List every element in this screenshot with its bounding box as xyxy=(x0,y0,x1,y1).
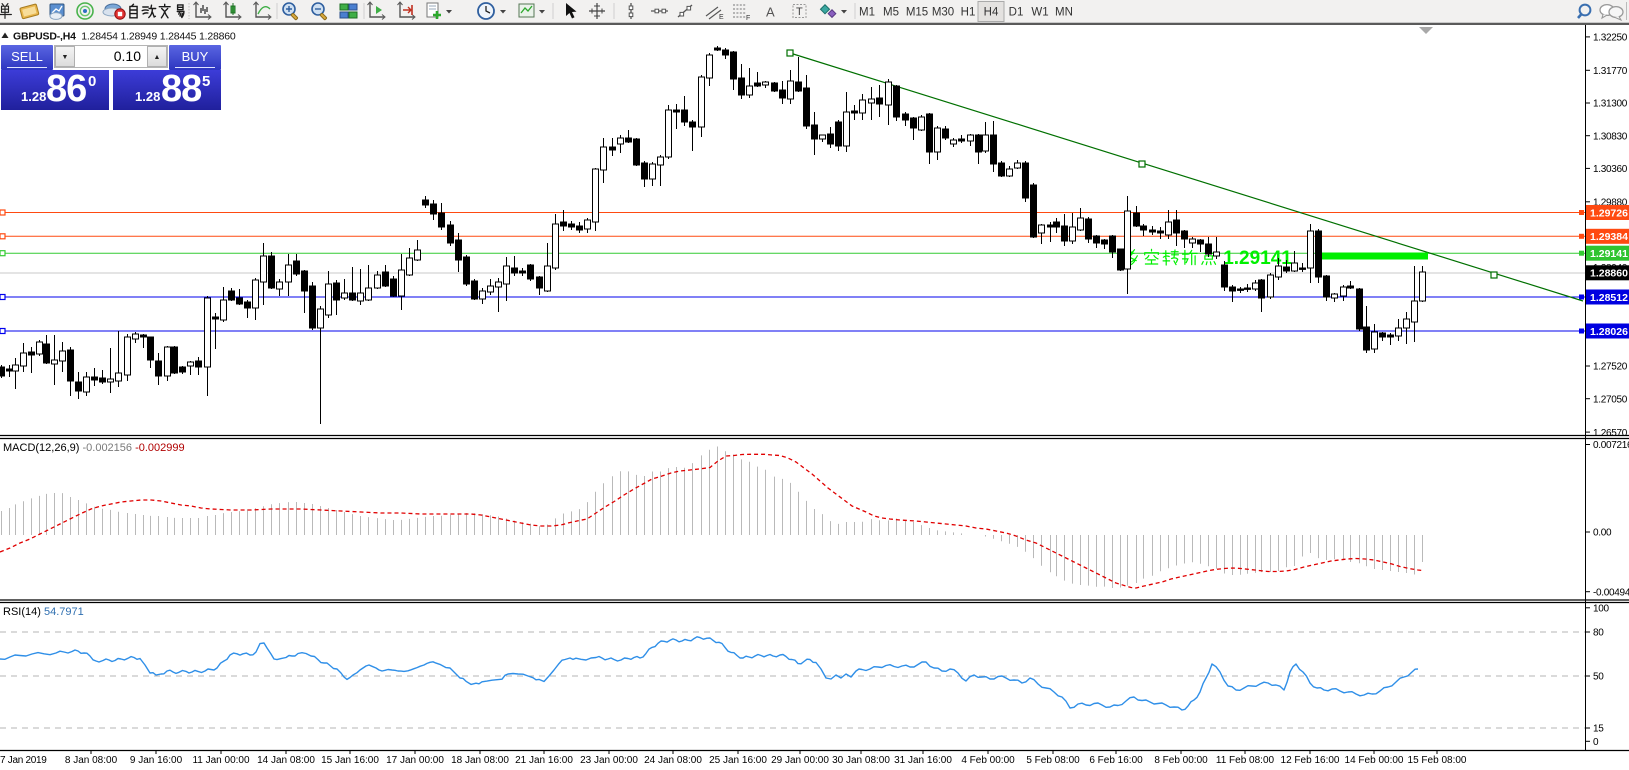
svg-text:1.28026: 1.28026 xyxy=(1590,326,1628,338)
svg-text:RSI(14) 54.7971: RSI(14) 54.7971 xyxy=(3,606,84,618)
svg-text:14 Feb 00:00: 14 Feb 00:00 xyxy=(1345,755,1404,766)
svg-text:29 Jan 00:00: 29 Jan 00:00 xyxy=(771,755,829,766)
svg-text:50: 50 xyxy=(1593,672,1604,683)
svg-text:1.28512: 1.28512 xyxy=(1590,292,1628,304)
svg-text:11 Jan 00:00: 11 Jan 00:00 xyxy=(192,755,250,766)
svg-text:M30: M30 xyxy=(932,7,954,19)
svg-text:9 Jan 16:00: 9 Jan 16:00 xyxy=(130,755,183,766)
svg-text:15: 15 xyxy=(1593,724,1604,735)
svg-text:1.27050: 1.27050 xyxy=(1593,394,1628,405)
svg-text:1.29141: 1.29141 xyxy=(1223,248,1292,269)
svg-text:100: 100 xyxy=(1593,604,1610,615)
svg-text:0.00: 0.00 xyxy=(1593,528,1612,539)
svg-text:4 Feb 00:00: 4 Feb 00:00 xyxy=(961,755,1015,766)
svg-text:18 Jan 08:00: 18 Jan 08:00 xyxy=(451,755,509,766)
svg-text:8 Jan 08:00: 8 Jan 08:00 xyxy=(65,755,118,766)
svg-text:1.29141: 1.29141 xyxy=(1590,248,1628,260)
svg-text:31 Jan 16:00: 31 Jan 16:00 xyxy=(894,755,952,766)
svg-text:T: T xyxy=(796,6,803,18)
svg-text:GBPUSD-,H4 1.28454 1.28949 1.: GBPUSD-,H4 1.28454 1.28949 1.28445 1.288… xyxy=(13,31,236,43)
svg-text:MN: MN xyxy=(1055,7,1073,19)
svg-text:M5: M5 xyxy=(883,7,899,19)
svg-text:5 Feb 08:00: 5 Feb 08:00 xyxy=(1026,755,1080,766)
svg-text:M15: M15 xyxy=(906,7,928,19)
svg-text:14 Jan 08:00: 14 Jan 08:00 xyxy=(257,755,315,766)
svg-text:A: A xyxy=(766,5,775,20)
svg-text:1.26570: 1.26570 xyxy=(1593,428,1628,439)
svg-text:1.31300: 1.31300 xyxy=(1593,99,1628,110)
svg-text:H1: H1 xyxy=(961,7,976,19)
svg-text:80: 80 xyxy=(1593,628,1604,639)
svg-text:E: E xyxy=(719,14,724,21)
svg-text:F: F xyxy=(746,15,750,22)
svg-text:-0.004943: -0.004943 xyxy=(1593,587,1629,598)
svg-text:12 Feb 16:00: 12 Feb 16:00 xyxy=(1281,755,1340,766)
svg-text:17 Jan 00:00: 17 Jan 00:00 xyxy=(386,755,444,766)
svg-text:1.28860: 1.28860 xyxy=(1590,268,1628,280)
svg-text:6 Feb 16:00: 6 Feb 16:00 xyxy=(1089,755,1143,766)
svg-text:8 Feb 00:00: 8 Feb 00:00 xyxy=(1154,755,1208,766)
svg-text:W1: W1 xyxy=(1031,7,1048,19)
svg-text:15 Jan 16:00: 15 Jan 16:00 xyxy=(321,755,379,766)
svg-text:25 Jan 16:00: 25 Jan 16:00 xyxy=(709,755,767,766)
svg-text:23 Jan 00:00: 23 Jan 00:00 xyxy=(580,755,638,766)
svg-text:1.30360: 1.30360 xyxy=(1593,164,1628,175)
svg-text:11 Feb 08:00: 11 Feb 08:00 xyxy=(1216,755,1275,766)
svg-text:1.29880: 1.29880 xyxy=(1593,198,1628,209)
svg-text:H4: H4 xyxy=(984,7,999,19)
svg-text:1.29384: 1.29384 xyxy=(1590,231,1628,243)
svg-text:1.30830: 1.30830 xyxy=(1593,131,1628,142)
svg-text:D1: D1 xyxy=(1009,7,1024,19)
svg-text:15 Feb 08:00: 15 Feb 08:00 xyxy=(1408,755,1467,766)
svg-text:21 Jan 16:00: 21 Jan 16:00 xyxy=(515,755,573,766)
svg-text:24 Jan 08:00: 24 Jan 08:00 xyxy=(644,755,702,766)
svg-text:1.27520: 1.27520 xyxy=(1593,362,1628,373)
svg-text:1.29726: 1.29726 xyxy=(1590,207,1628,219)
svg-text:0: 0 xyxy=(1593,737,1599,748)
svg-text:7 Jan 2019: 7 Jan 2019 xyxy=(0,755,47,766)
svg-text:M1: M1 xyxy=(859,7,875,19)
svg-text:1.32250: 1.32250 xyxy=(1593,33,1628,44)
svg-text:MACD(12,26,9) -0.002156 -0.002: MACD(12,26,9) -0.002156 -0.002999 xyxy=(3,442,185,454)
svg-text:30 Jan 08:00: 30 Jan 08:00 xyxy=(832,755,890,766)
svg-text:1.31770: 1.31770 xyxy=(1593,66,1628,77)
svg-text:0.007216: 0.007216 xyxy=(1593,440,1629,451)
